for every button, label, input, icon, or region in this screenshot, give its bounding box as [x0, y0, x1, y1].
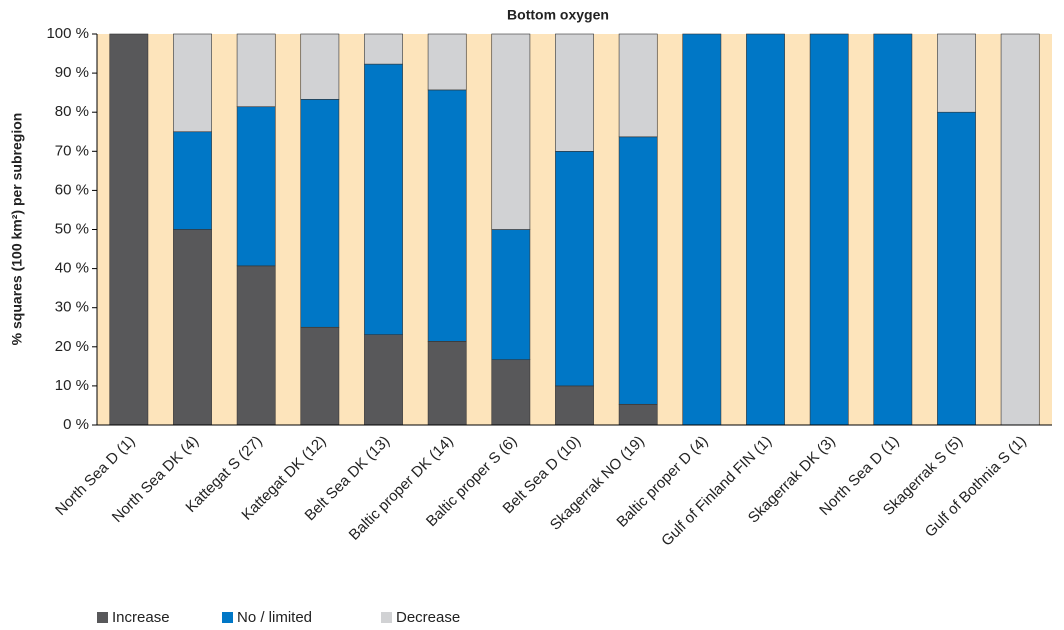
bar-segment	[555, 385, 594, 426]
bar-segment	[746, 33, 785, 426]
bar-segment	[173, 33, 212, 133]
y-tick-label: 30 %	[55, 299, 89, 316]
bar-segment	[618, 33, 658, 138]
bar-segment	[555, 151, 594, 387]
y-axis-label: % squares (100 km²) per subregion	[9, 113, 25, 346]
bar-segment	[109, 33, 149, 426]
bar-segment	[364, 334, 403, 426]
y-tick-label: 100 %	[46, 25, 89, 42]
y-tick-label: 20 %	[55, 338, 89, 355]
bar-segment	[682, 33, 722, 426]
bar-segment	[937, 111, 976, 426]
bar-segment	[173, 229, 212, 426]
bar-segment	[300, 33, 340, 100]
bar-segment	[300, 326, 340, 426]
bar-segment	[364, 63, 403, 335]
bar-segment	[809, 33, 849, 426]
bar-segment	[491, 229, 531, 361]
legend-label: No / limited	[237, 609, 312, 626]
bar-segment	[236, 33, 276, 108]
y-tick-label: 80 %	[55, 103, 89, 120]
y-tick-label: 70 %	[55, 142, 89, 159]
bar-segment	[491, 33, 531, 230]
legend-swatch	[381, 612, 392, 623]
bar-segment	[300, 98, 340, 328]
x-tick-label: Baltic proper DK (14)	[346, 433, 457, 544]
bar-segment	[618, 403, 658, 426]
bar-segment	[236, 106, 276, 267]
bar-segment	[873, 33, 913, 426]
bar-segment	[1000, 33, 1040, 426]
y-tick-label: 50 %	[55, 220, 89, 237]
y-tick-label: 90 %	[55, 64, 89, 81]
bar-segment	[236, 265, 276, 426]
y-tick-label: 40 %	[55, 260, 89, 277]
bar-segment	[364, 33, 403, 65]
legend-label: Increase	[112, 609, 170, 626]
y-tick-label: 0 %	[63, 416, 89, 433]
bar-segment	[618, 136, 658, 405]
bar-segment	[937, 33, 976, 113]
x-tick-label: Gulf of Finland FIN (1)	[658, 433, 775, 550]
chart-title: Bottom oxygen	[507, 7, 609, 23]
y-tick-label: 60 %	[55, 181, 89, 198]
bar-segment	[173, 131, 212, 230]
bar-segment	[427, 33, 467, 91]
y-tick-label: 10 %	[55, 377, 89, 394]
bar-segment	[427, 341, 467, 426]
bar-segment	[491, 359, 531, 426]
legend-label: Decrease	[396, 609, 460, 626]
bar-segment	[555, 33, 594, 152]
bar-segment	[427, 89, 467, 342]
legend-swatch	[97, 612, 108, 623]
legend-swatch	[222, 612, 233, 623]
